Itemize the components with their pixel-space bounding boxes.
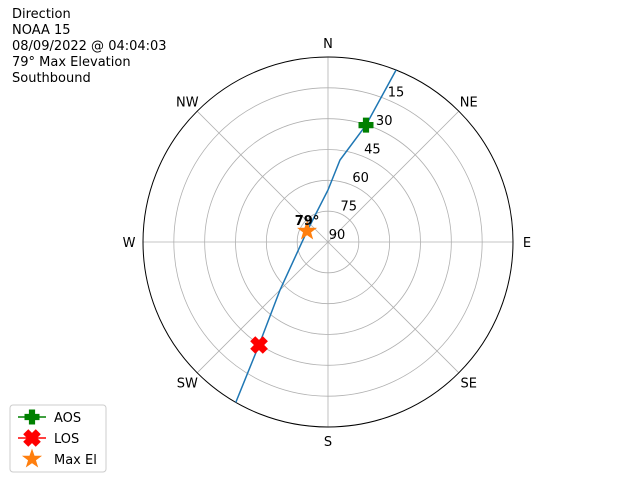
- r-tick-label: 45: [364, 143, 381, 158]
- x-marker: [23, 429, 41, 447]
- theta-tick-label: S: [324, 435, 332, 450]
- theta-tick-label: NW: [176, 95, 199, 110]
- r-tick-label: 30: [376, 114, 393, 129]
- title-line: 08/09/2022 @ 04:04:03: [12, 39, 167, 54]
- grid-spoke: [327, 241, 460, 374]
- legend-label: AOS: [54, 411, 81, 426]
- track-line: [235, 69, 397, 403]
- r-tick-label: 15: [388, 86, 405, 101]
- title-line: Southbound: [12, 71, 91, 86]
- theta-tick-label: E: [523, 236, 531, 251]
- theta-tick-label: W: [123, 236, 136, 251]
- r-tick-label: 75: [341, 200, 358, 215]
- r-tick-label: 90: [329, 228, 346, 243]
- theta-tick-label: SW: [177, 377, 198, 392]
- x-marker: [250, 336, 268, 354]
- grid-spoke: [196, 241, 329, 374]
- title-line: NOAA 15: [12, 23, 71, 38]
- outer-circle: [142, 56, 514, 428]
- legend-label: Max El: [54, 453, 97, 468]
- grid-spoke: [327, 110, 460, 243]
- theta-tick-label: N: [323, 37, 333, 52]
- legend-label: LOS: [54, 432, 79, 447]
- star-marker: [21, 448, 43, 468]
- title-line: 79° Max Elevation: [12, 55, 131, 70]
- grid-spoke: [196, 110, 329, 243]
- theta-tick-label: NE: [460, 95, 478, 110]
- plus-marker: [358, 117, 374, 133]
- annotation: 79°: [295, 214, 320, 229]
- star-marker: [297, 220, 318, 240]
- r-tick-label: 60: [352, 171, 369, 186]
- plus-marker: [24, 409, 40, 425]
- title-line: Direction: [12, 7, 71, 22]
- theta-tick-label: SE: [460, 377, 476, 392]
